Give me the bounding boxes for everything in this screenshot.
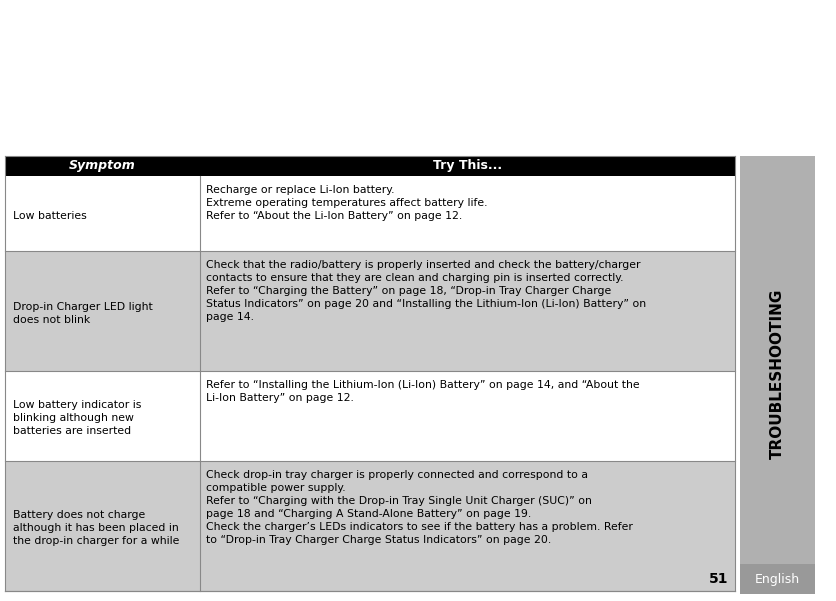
Text: compatible power supply.: compatible power supply.	[206, 483, 345, 493]
Text: Check that the radio/battery is properly inserted and check the battery/charger: Check that the radio/battery is properly…	[206, 260, 640, 270]
Text: Battery does not charge: Battery does not charge	[13, 510, 145, 520]
Text: batteries are inserted: batteries are inserted	[13, 426, 131, 436]
Text: the drop-in charger for a while: the drop-in charger for a while	[13, 537, 179, 546]
Text: does not blink: does not blink	[13, 315, 90, 325]
Text: Low batteries: Low batteries	[13, 211, 87, 221]
Text: Check the charger’s LEDs indicators to see if the battery has a problem. Refer: Check the charger’s LEDs indicators to s…	[206, 522, 632, 532]
Text: English: English	[754, 573, 799, 585]
Text: Refer to “About the Li-Ion Battery” on page 12.: Refer to “About the Li-Ion Battery” on p…	[206, 211, 461, 221]
Bar	[5, 371, 734, 461]
Text: Drop-in Charger LED light: Drop-in Charger LED light	[13, 302, 152, 312]
Bar	[5, 251, 734, 371]
Text: although it has been placed in: although it has been placed in	[13, 523, 179, 534]
Text: Try This...: Try This...	[432, 159, 502, 172]
Bar	[5, 176, 734, 251]
Text: Refer to “Charging with the Drop-in Tray Single Unit Charger (SUC)” on: Refer to “Charging with the Drop-in Tray…	[206, 496, 591, 506]
Text: Extreme operating temperatures affect battery life.: Extreme operating temperatures affect ba…	[206, 198, 487, 208]
Text: Li-Ion Battery” on page 12.: Li-Ion Battery” on page 12.	[206, 393, 354, 403]
Text: page 18 and “Charging A Stand-Alone Battery” on page 19.: page 18 and “Charging A Stand-Alone Batt…	[206, 509, 531, 519]
Bar	[739, 156, 814, 591]
Text: TROUBLESHOOTING: TROUBLESHOOTING	[769, 288, 784, 459]
Bar	[5, 156, 734, 176]
Text: Symptom: Symptom	[69, 159, 135, 172]
Text: blinking although new: blinking although new	[13, 413, 134, 423]
Text: 51: 51	[707, 572, 727, 586]
Text: contacts to ensure that they are clean and charging pin is inserted correctly.: contacts to ensure that they are clean a…	[206, 273, 623, 283]
Text: page 14.: page 14.	[206, 312, 253, 322]
Text: Recharge or replace Li-Ion battery.: Recharge or replace Li-Ion battery.	[206, 185, 394, 195]
Text: Refer to “Charging the Battery” on page 18, “Drop-in Tray Charger Charge: Refer to “Charging the Battery” on page …	[206, 286, 610, 296]
Text: to “Drop-in Tray Charger Charge Status Indicators” on page 20.: to “Drop-in Tray Charger Charge Status I…	[206, 535, 551, 545]
Text: Status Indicators” on page 20 and “Installing the Lithium-Ion (Li-Ion) Battery” : Status Indicators” on page 20 and “Insta…	[206, 299, 645, 309]
Bar	[739, 564, 814, 594]
Text: Refer to “Installing the Lithium-Ion (Li-Ion) Battery” on page 14, and “About th: Refer to “Installing the Lithium-Ion (Li…	[206, 380, 639, 390]
Text: Low battery indicator is: Low battery indicator is	[13, 400, 141, 410]
Bar	[5, 461, 734, 591]
Text: Check drop-in tray charger is properly connected and correspond to a: Check drop-in tray charger is properly c…	[206, 470, 588, 480]
